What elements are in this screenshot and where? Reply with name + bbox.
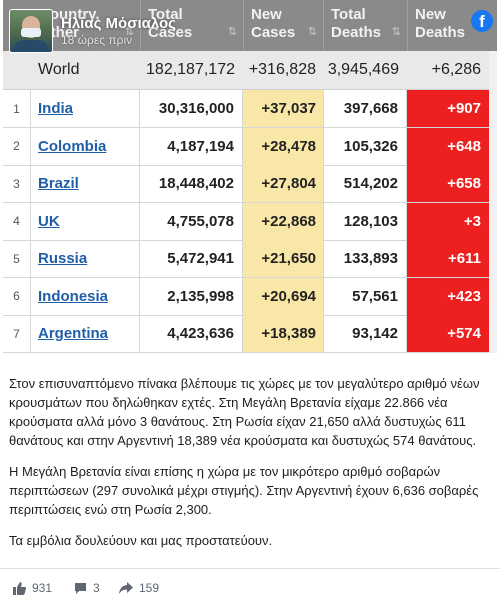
total-deaths-cell: 397,668: [323, 90, 407, 127]
table-row: 2 Colombia 4,187,194 +28,478 105,326 +648: [3, 127, 497, 166]
sort-icon: ⇅: [307, 26, 317, 38]
new-cases-cell: +21,650: [243, 240, 323, 277]
post-footer: 931 3 159: [0, 569, 500, 606]
like-icon: [12, 581, 26, 595]
row-rank: 2: [3, 127, 31, 165]
world-total-cases: 182,187,172: [146, 61, 235, 78]
total-deaths-cell: 133,893: [323, 240, 407, 277]
total-deaths-cell: 514,202: [323, 165, 407, 202]
table-row: 6 Indonesia 2,135,998 +20,694 57,561 +423: [3, 277, 497, 316]
table-row: 5 Russia 5,472,941 +21,650 133,893 +611: [3, 240, 497, 278]
post-timestamp[interactable]: 18 ώρες πριν: [61, 33, 133, 47]
comment-count[interactable]: 3: [74, 581, 100, 595]
total-cases-cell: 5,472,941: [140, 240, 243, 277]
country-link[interactable]: Russia: [38, 250, 88, 267]
header-total-deaths: Total Deaths ⇅: [331, 6, 401, 41]
covid-table-image: Country, Other ⇅ Total Cases ⇅ New Cases…: [3, 0, 497, 353]
new-deaths-cell: +3: [407, 202, 489, 240]
new-deaths-cell: +658: [407, 165, 489, 202]
sort-icon: ⇅: [124, 26, 134, 38]
new-deaths-cell: +611: [407, 240, 489, 277]
country-link[interactable]: UK: [38, 212, 60, 230]
new-deaths-cell: +574: [407, 315, 489, 352]
total-cases-cell: 30,316,000: [140, 90, 243, 127]
share-count[interactable]: 159: [119, 581, 159, 595]
world-row: World 182,187,172 +316,828 3,945,469 +6,…: [3, 51, 497, 90]
country-link[interactable]: Colombia: [38, 137, 107, 155]
header-total-cases: Total Cases ⇅: [148, 6, 237, 41]
table-scrollbar: [489, 51, 497, 353]
row-rank: 3: [3, 165, 31, 202]
new-cases-cell: +37,037: [243, 90, 323, 127]
total-deaths-cell: 57,561: [323, 277, 407, 315]
total-cases-cell: 4,423,636: [140, 315, 243, 352]
new-deaths-cell: +423: [407, 277, 489, 315]
avatar[interactable]: [9, 9, 53, 53]
new-cases-cell: +18,389: [243, 315, 323, 352]
world-new-deaths: +6,286: [431, 61, 481, 78]
like-count[interactable]: 931: [12, 581, 52, 595]
post-author[interactable]: Ηλίας Μόσιαλος: [61, 15, 176, 32]
new-cases-cell: +22,868: [243, 202, 323, 240]
row-rank: 7: [3, 315, 31, 352]
table-row: 1 India 30,316,000 +37,037 397,668 +907: [3, 90, 497, 128]
facebook-icon[interactable]: f: [471, 10, 493, 32]
post-body: Στον επισυναπτόμενο πίνακα βλέπουμε τις …: [9, 374, 491, 562]
country-link[interactable]: India: [38, 100, 74, 117]
country-link[interactable]: Argentina: [38, 325, 109, 342]
total-deaths-cell: 128,103: [323, 202, 407, 240]
total-deaths-cell: 105,326: [323, 127, 407, 165]
total-cases-cell: 18,448,402: [140, 165, 243, 202]
world-label: World: [38, 61, 80, 78]
total-deaths-cell: 93,142: [323, 315, 407, 352]
total-cases-cell: 4,755,078: [140, 202, 243, 240]
table-row: 3 Brazil 18,448,402 +27,804 514,202 +658: [3, 165, 497, 203]
share-icon: [119, 582, 133, 594]
sort-icon: ⇅: [391, 26, 401, 38]
post-paragraph: Η Μεγάλη Βρετανία είναι επίσης η χώρα με…: [9, 464, 479, 517]
table-row: 7 Argentina 4,423,636 +18,389 93,142 +574: [3, 315, 497, 353]
sort-icon: ⇅: [227, 26, 237, 38]
row-rank: 5: [3, 240, 31, 277]
comment-icon: [74, 582, 87, 595]
divider: [0, 568, 500, 569]
row-rank: 6: [3, 277, 31, 315]
new-cases-cell: +27,804: [243, 165, 323, 202]
new-cases-cell: +20,694: [243, 277, 323, 315]
row-rank: 1: [3, 90, 31, 127]
post-paragraph: Τα εμβόλια δουλεύουν και μας προστατεύου…: [9, 533, 273, 548]
world-total-deaths: 3,945,469: [327, 61, 399, 78]
world-new-cases: +316,828: [248, 61, 316, 78]
total-cases-cell: 4,187,194: [140, 127, 243, 165]
post-paragraph: Στον επισυναπτόμενο πίνακα βλέπουμε τις …: [9, 376, 480, 448]
header-new-cases: New Cases ⇅: [251, 6, 317, 41]
country-link[interactable]: Indonesia: [38, 287, 109, 305]
header-new-deaths: New Deaths: [415, 6, 466, 41]
new-cases-cell: +28,478: [243, 127, 323, 165]
row-rank: 4: [3, 202, 31, 240]
country-link[interactable]: Brazil: [38, 175, 79, 192]
table-row: 4 UK 4,755,078 +22,868 128,103 +3: [3, 202, 497, 241]
new-deaths-cell: +648: [407, 127, 489, 165]
total-cases-cell: 2,135,998: [140, 277, 243, 315]
new-deaths-cell: +907: [407, 90, 489, 127]
